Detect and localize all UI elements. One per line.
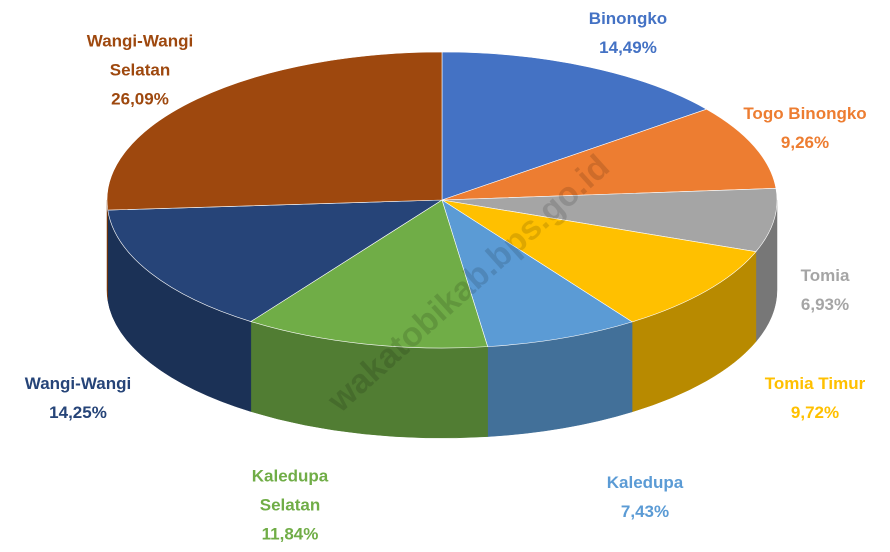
- slice: [441, 188, 778, 253]
- slice: [106, 51, 443, 211]
- category-label: Tomia: [800, 266, 850, 285]
- data-label: Tomia Timur 9,72%: [715, 369, 890, 427]
- slice: [250, 199, 489, 349]
- data-label: Kaledupa Selatan 11,84%: [235, 462, 345, 549]
- value-label: 14,49%: [599, 38, 657, 57]
- value-label: 11,84%: [261, 524, 319, 544]
- category-label: Kaledupa Selatan: [251, 466, 329, 515]
- pie-tops: [106, 51, 778, 349]
- slice: [441, 199, 633, 347]
- slice: [107, 199, 444, 322]
- data-label: Tomia 6,93%: [725, 261, 890, 319]
- data-label: Wangi-Wangi 14,25%: [0, 369, 178, 427]
- slice: [441, 51, 708, 201]
- data-label: Binongko 14,49%: [528, 4, 728, 62]
- value-label: 14,25%: [49, 403, 107, 422]
- category-label: Binongko: [588, 9, 668, 28]
- data-label: Togo Binongko 9,26%: [705, 99, 890, 157]
- value-label: 7,43%: [620, 502, 670, 521]
- category-label: Togo Binongko: [743, 104, 867, 123]
- slice-side: [106, 199, 109, 301]
- value-label: 9,26%: [780, 133, 830, 152]
- category-label: Kaledupa: [606, 473, 684, 492]
- value-label: 26,09%: [111, 89, 169, 109]
- value-label: 9,72%: [790, 403, 840, 422]
- slice: [441, 108, 777, 201]
- category-label: Tomia Timur: [764, 374, 866, 393]
- data-label: Kaledupa 7,43%: [545, 468, 745, 526]
- category-label: Wangi-Wangi Selatan: [86, 31, 194, 80]
- data-label: Wangi-Wangi Selatan 26,09%: [65, 27, 215, 114]
- category-label: Wangi-Wangi: [24, 374, 132, 393]
- slice: [441, 199, 757, 323]
- value-label: 6,93%: [800, 295, 850, 314]
- pie-sides: [106, 199, 778, 439]
